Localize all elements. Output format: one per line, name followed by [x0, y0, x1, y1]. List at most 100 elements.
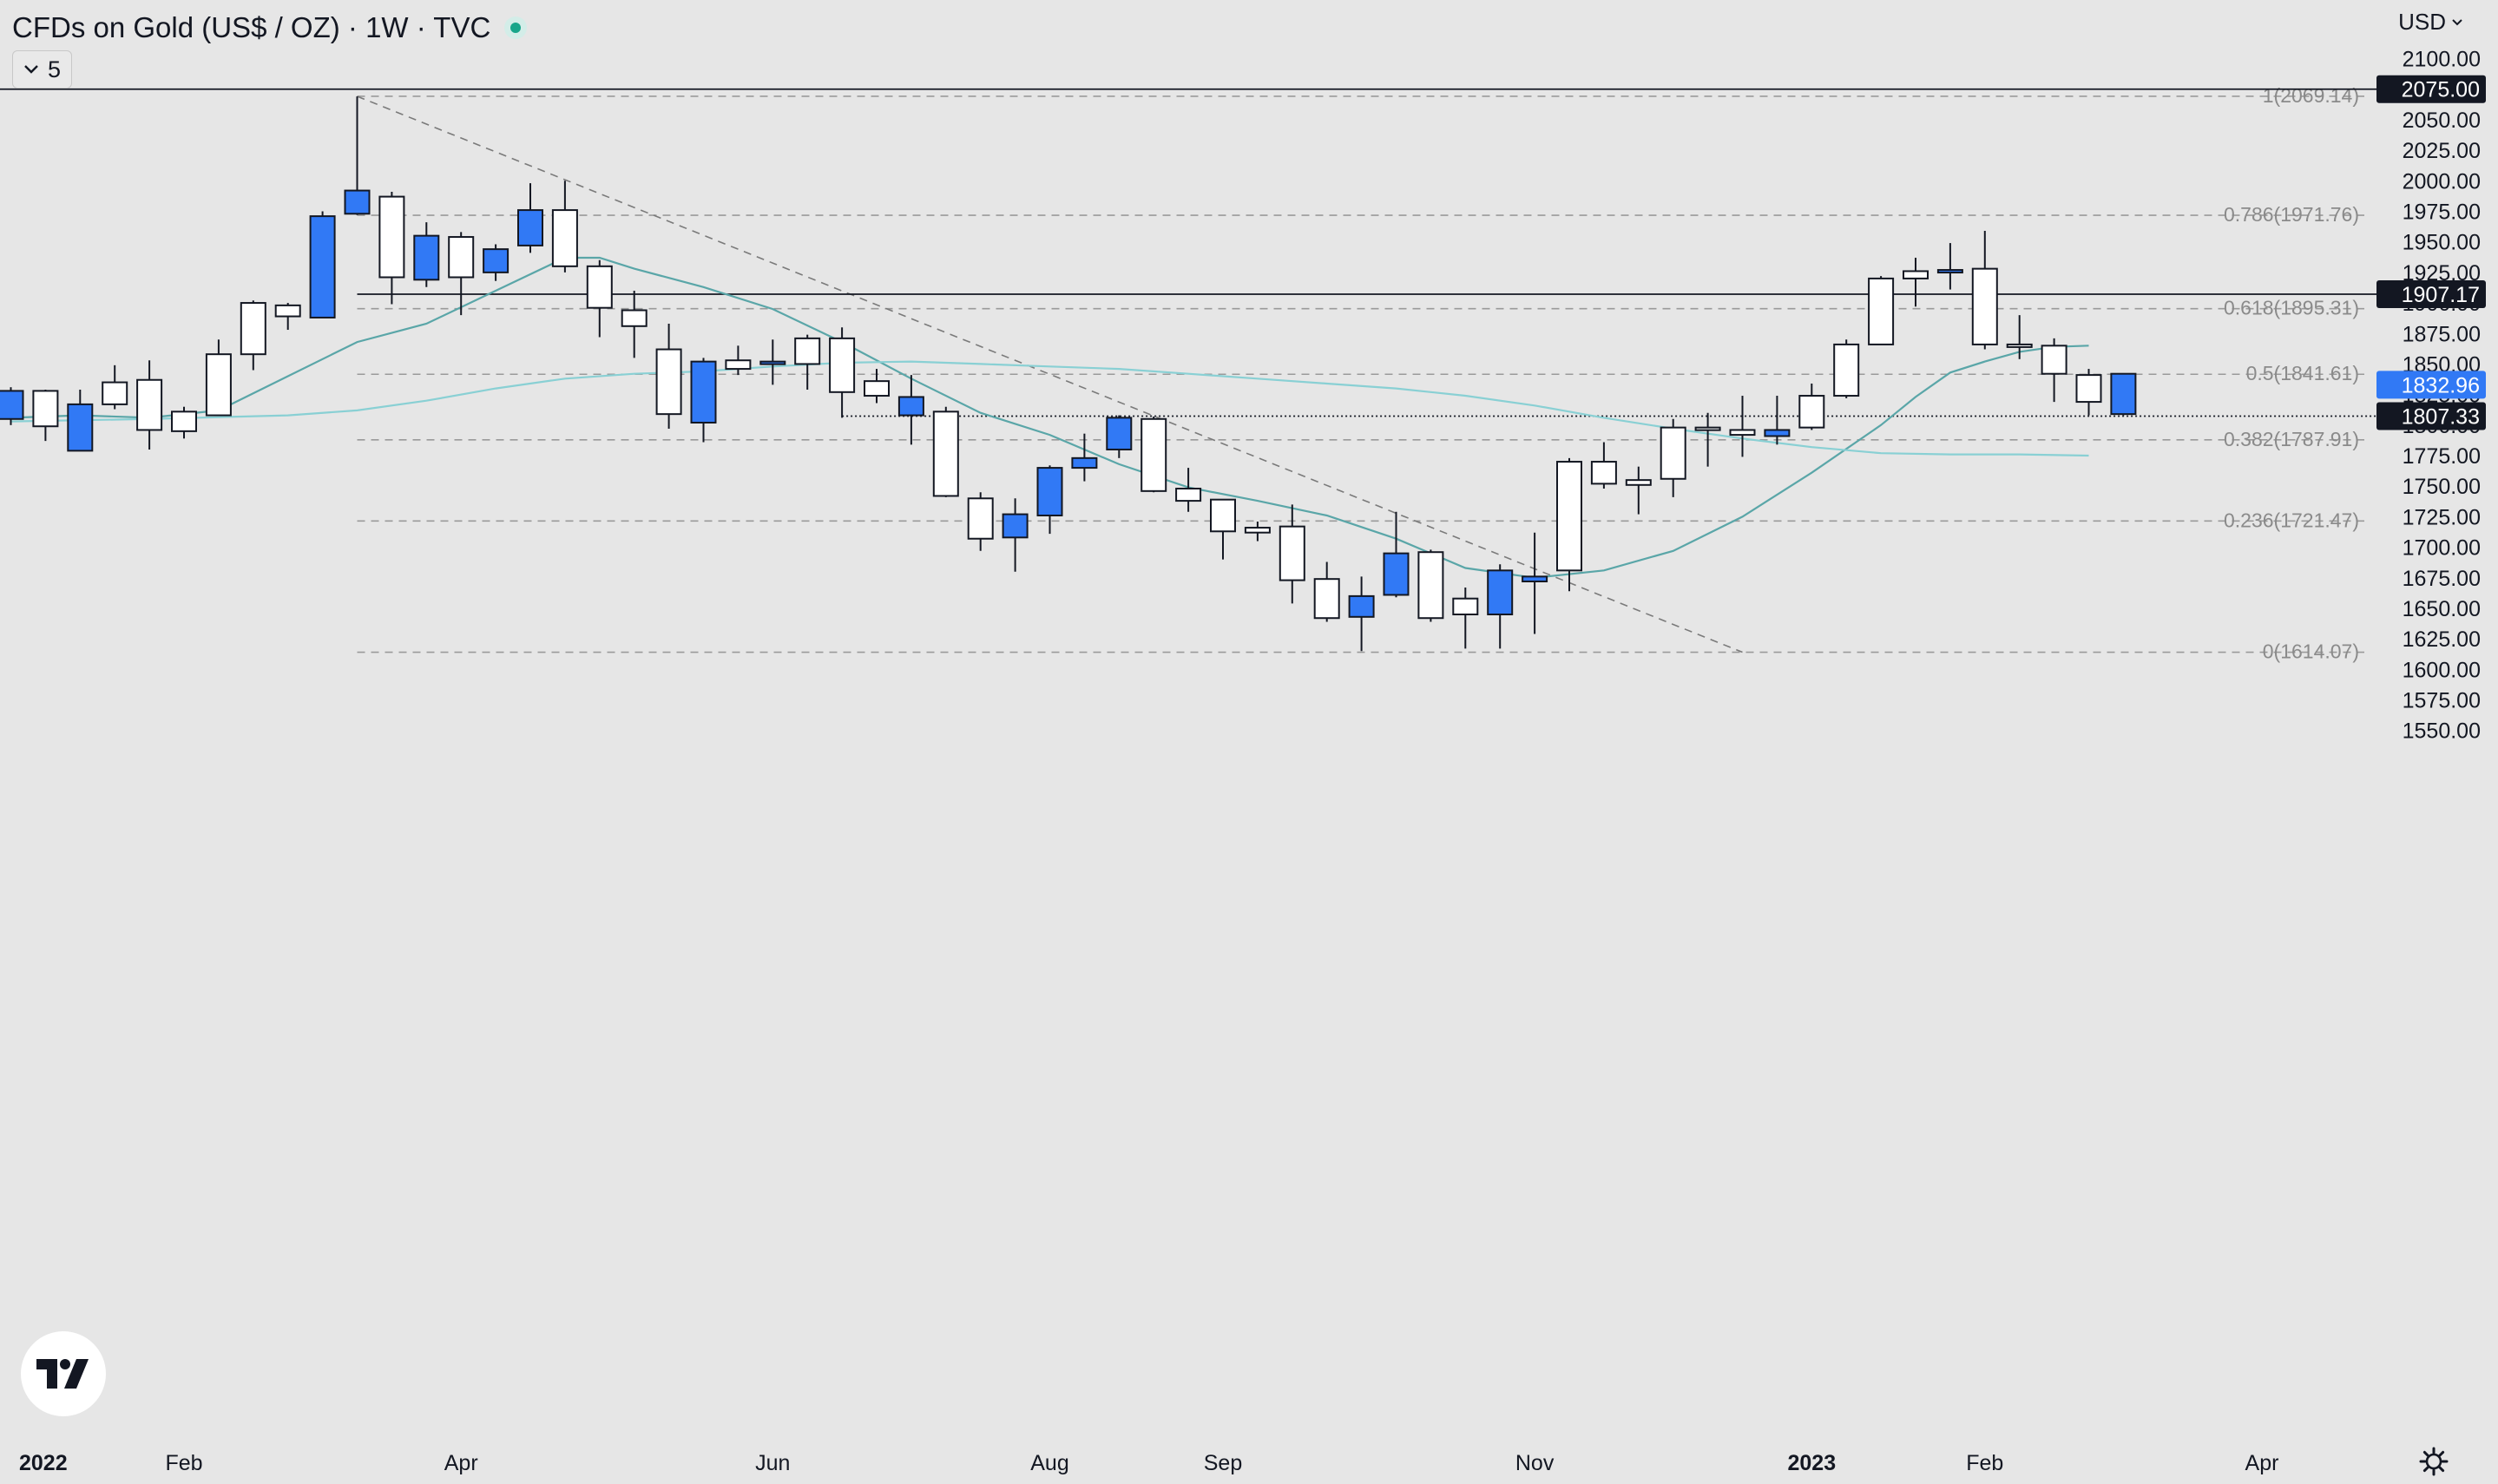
candle-up: [378, 195, 405, 279]
candle-down: [1106, 417, 1133, 450]
x-tick-label: 2022: [19, 1451, 68, 1475]
live-status-dot: [504, 16, 528, 39]
candle-up: [2006, 343, 2033, 348]
candle-up: [621, 309, 648, 327]
fib-level-label: 1(2069.14): [2263, 84, 2359, 107]
candle-up: [586, 265, 613, 309]
y-tick-label: 1600.00: [2403, 658, 2481, 682]
candle-up: [1244, 527, 1271, 534]
y-tick-label: 1750.00: [2403, 475, 2481, 499]
candle-down: [1071, 456, 1098, 469]
candle-up: [1729, 429, 1756, 437]
candle-down: [1936, 269, 1963, 274]
candle-up: [725, 359, 752, 371]
x-tick-label: Apr: [2245, 1451, 2279, 1475]
indicator-count: 5: [48, 56, 62, 82]
candle-down: [483, 248, 509, 273]
candle-up: [1417, 551, 1444, 620]
fib-level-label: 0.236(1721.47): [2224, 509, 2359, 531]
chevron-down-icon: [24, 65, 38, 74]
x-tick-label: Aug: [1030, 1451, 1068, 1475]
candle-up: [1279, 525, 1305, 581]
currency-dropdown[interactable]: USD: [2398, 9, 2463, 36]
price-tag-label: 1807.33: [2402, 405, 2480, 430]
y-tick-label: 1625.00: [2403, 627, 2481, 652]
candle-down: [2110, 372, 2137, 416]
candle-up: [205, 353, 232, 417]
y-tick-label: 2025.00: [2403, 139, 2481, 163]
x-tick-label: Feb: [165, 1451, 202, 1475]
y-tick-label: 1775.00: [2403, 444, 2481, 469]
y-tick-label: 1675.00: [2403, 567, 2481, 591]
candle-up: [551, 209, 578, 267]
y-tick-label: 1725.00: [2403, 505, 2481, 529]
candle-up: [1141, 417, 1167, 492]
x-tick-label: Jun: [755, 1451, 790, 1475]
moving-average-fast: [10, 256, 2089, 579]
candle-up: [240, 302, 266, 356]
candle-up: [1798, 395, 1825, 429]
y-tick-label: 1575.00: [2403, 689, 2481, 713]
candle-down: [1383, 552, 1410, 596]
candle-up: [274, 304, 301, 318]
candle-down: [1764, 429, 1791, 437]
candle-down: [413, 234, 440, 281]
candle-up: [1210, 498, 1236, 533]
x-tick-label: Apr: [444, 1451, 478, 1475]
price-tag-label: 1907.17: [2402, 283, 2480, 307]
candle-up: [1556, 461, 1582, 572]
y-tick-label: 2100.00: [2403, 48, 2481, 72]
y-tick-label: 1875.00: [2403, 322, 2481, 346]
candle-down: [1487, 569, 1514, 615]
candle-up: [448, 236, 475, 279]
candle-up: [829, 337, 856, 393]
price-tag: [2376, 279, 2486, 308]
candle-down: [344, 189, 371, 215]
y-tick-label: 2000.00: [2403, 169, 2481, 194]
candle-up: [2075, 374, 2102, 404]
candle-down: [0, 390, 24, 420]
chart-header: CFDs on Gold (US$ / OZ) · 1W · TVC: [12, 9, 528, 47]
candle-down: [309, 215, 336, 318]
candle-down: [897, 396, 924, 417]
fib-level-label: 0.786(1971.76): [2224, 203, 2359, 226]
x-tick-label: Feb: [1966, 1451, 2003, 1475]
candle-up: [1868, 277, 1895, 345]
y-tick-label: 2050.00: [2403, 108, 2481, 133]
candle-up: [171, 410, 197, 432]
candle-up: [864, 380, 890, 397]
candle-up: [102, 381, 128, 405]
price-tag: [2376, 402, 2486, 430]
y-tick-label: 1700.00: [2403, 536, 2481, 561]
candle-down: [1522, 575, 1548, 582]
chart-title: CFDs on Gold (US$ / OZ) · 1W · TVC: [12, 11, 491, 43]
candle-down: [1348, 594, 1375, 618]
candle-up: [1903, 270, 1929, 279]
candle-up: [32, 390, 59, 428]
fib-level-label: 0.5(1841.61): [2246, 362, 2359, 384]
candle-up: [1660, 426, 1686, 480]
indicators-toggle-button[interactable]: 5: [12, 50, 73, 89]
fib-level-label: 0.618(1895.31): [2224, 297, 2359, 319]
candle-up: [1452, 597, 1479, 615]
y-tick-label: 1550.00: [2403, 719, 2481, 744]
candle-up: [655, 348, 682, 416]
x-tick-label: 2023: [1787, 1451, 1836, 1475]
x-tick-label: Sep: [1204, 1451, 1242, 1475]
candle-up: [794, 337, 821, 365]
tradingview-logo-icon[interactable]: [21, 1331, 106, 1416]
gear-icon[interactable]: [2418, 1446, 2449, 1477]
candle-down: [759, 360, 786, 365]
candle-up: [932, 410, 959, 497]
candle-up: [1175, 488, 1202, 502]
y-tick-label: 1650.00: [2403, 597, 2481, 621]
candle-down: [517, 209, 543, 246]
x-tick-label: Nov: [1515, 1451, 1555, 1475]
y-tick-label: 1950.00: [2403, 231, 2481, 255]
candle-up: [1590, 461, 1617, 485]
candle-up: [1625, 479, 1652, 486]
price-tag: [2376, 371, 2486, 399]
candle-down: [1036, 467, 1063, 516]
